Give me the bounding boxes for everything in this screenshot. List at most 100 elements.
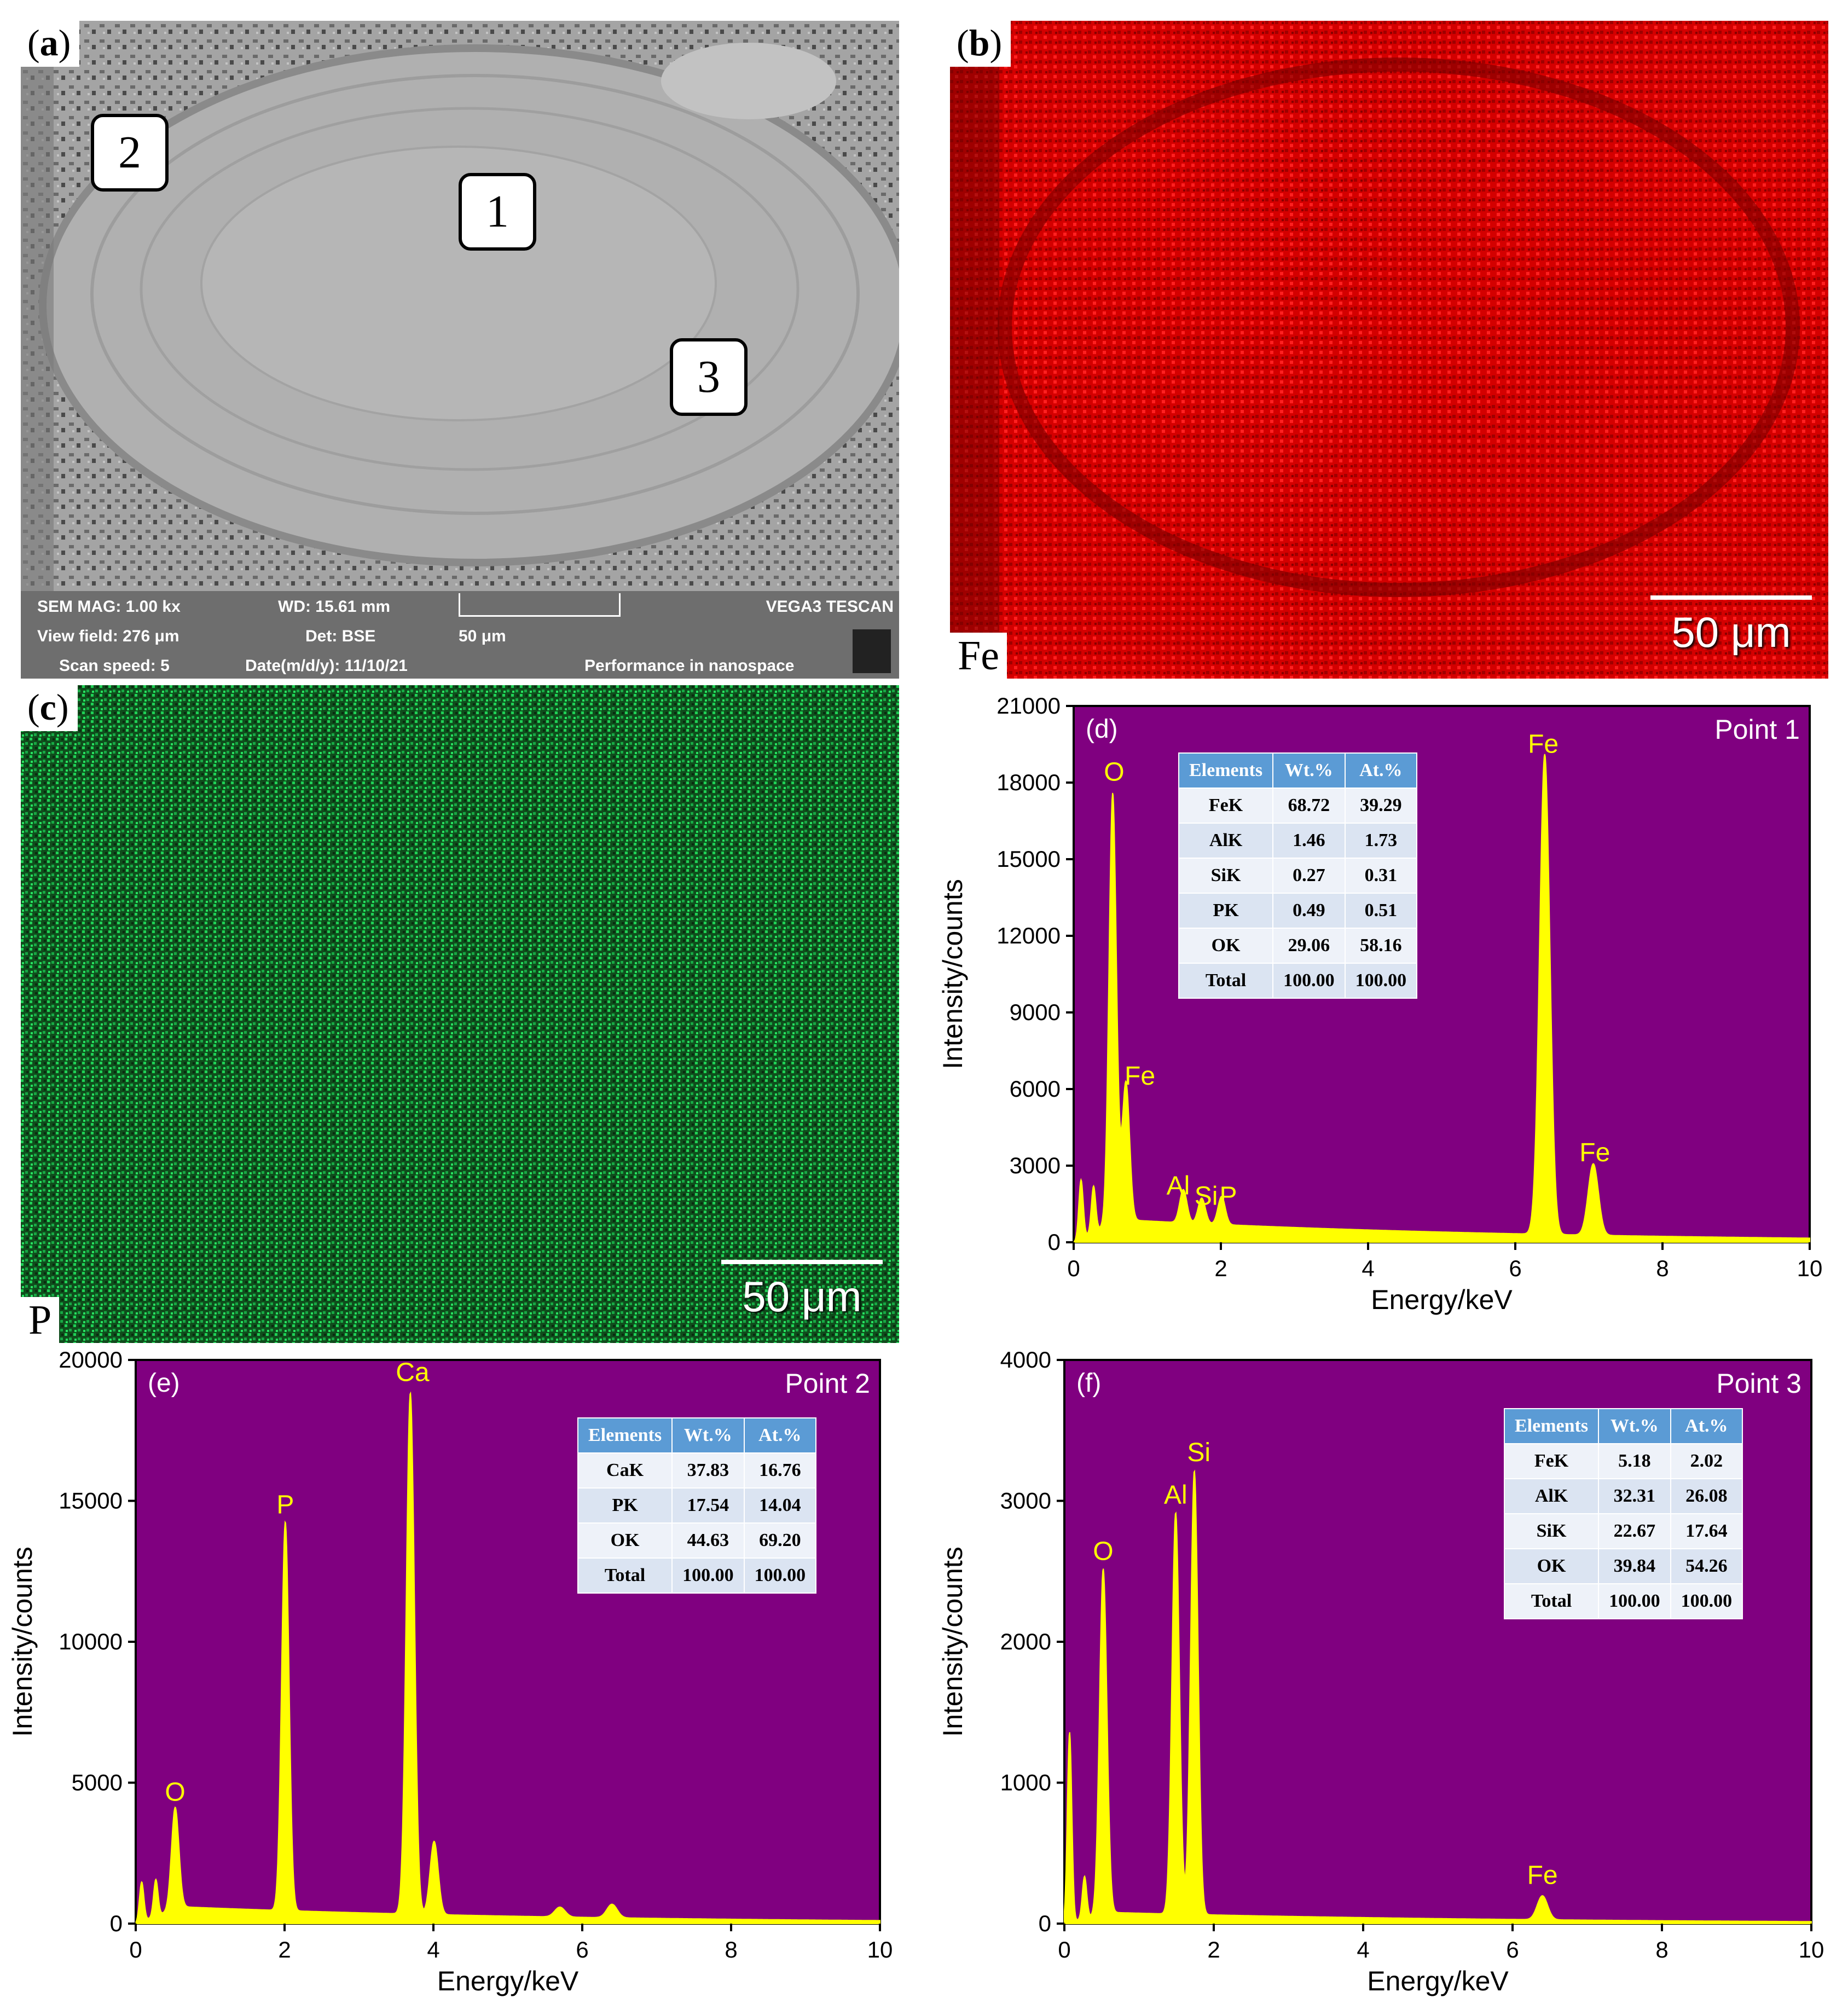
table-cell: 100.00	[743, 1557, 817, 1594]
y-tick-label: 12000	[997, 923, 1061, 948]
spectrum-series	[135, 1391, 880, 1924]
table-cell: 0.31	[1344, 858, 1418, 894]
peak-label: Fe	[1528, 729, 1559, 758]
peak-label: Al	[1164, 1480, 1187, 1509]
table-cell: 39.84	[1598, 1548, 1671, 1584]
table-header-row: Elements Wt.% At.%	[577, 1417, 817, 1454]
sem-scan-speed: Scan speed: 5	[59, 657, 170, 675]
y-tick-label: 3000	[1000, 1488, 1051, 1514]
table-cell: 14.04	[743, 1487, 817, 1524]
y-tick-label: 0	[1048, 1229, 1061, 1255]
y-tick-label: 18000	[997, 769, 1061, 795]
callout-point-2: 2	[91, 114, 169, 192]
table-cell: 37.83	[671, 1452, 745, 1489]
table-header-row: Elements Wt.% At.%	[1503, 1408, 1743, 1444]
table-cell: 16.76	[743, 1452, 817, 1489]
table-cell: 100.00	[1670, 1583, 1743, 1619]
table-cell: Total	[1503, 1583, 1600, 1619]
table-row: AlK 32.31 26.08	[1503, 1478, 1743, 1514]
table-cell: 1.46	[1272, 823, 1346, 859]
y-tick-label: 5000	[72, 1770, 123, 1796]
table-row: FeK 5.18 2.02	[1503, 1443, 1743, 1479]
x-tick-label: 6	[576, 1937, 588, 1962]
table-header-cell: Wt.%	[1598, 1408, 1671, 1444]
table-header-cell: Wt.%	[1272, 752, 1346, 789]
table-cell: CaK	[577, 1452, 673, 1489]
table-row: OK 44.63 69.20	[577, 1522, 817, 1559]
table-cell: 17.54	[671, 1487, 745, 1524]
y-axis-label: Intensity/counts	[937, 879, 968, 1069]
table-row: PK 17.54 14.04	[577, 1487, 817, 1524]
x-tick-label: 2	[1207, 1937, 1220, 1962]
sem-date: Date(m/d/y): 11/10/21	[245, 657, 408, 675]
table-cell: 0.27	[1272, 858, 1346, 894]
table-header-cell: Elements	[577, 1417, 673, 1454]
fe-elemental-map	[950, 21, 1828, 679]
peak-label: Ca	[396, 1358, 430, 1387]
y-tick-label: 15000	[59, 1488, 123, 1514]
x-axis-label: Energy/keV	[1367, 1966, 1509, 1996]
y-tick-label: 21000	[997, 693, 1061, 719]
x-axis-label: Energy/keV	[1371, 1284, 1513, 1315]
table-cell: FeK	[1178, 788, 1274, 824]
x-tick-label: 10	[867, 1937, 893, 1962]
fe-scale-bar: 50 μm	[1650, 595, 1812, 657]
peak-label: O	[165, 1778, 185, 1807]
table-cell: 100.00	[1344, 963, 1418, 999]
x-tick-label: 10	[1797, 1255, 1823, 1281]
table-row: OK 29.06 58.16	[1178, 928, 1418, 964]
spectrum-series	[1064, 1469, 1812, 1924]
y-tick-label: 4000	[1000, 1347, 1051, 1373]
table-cell: 5.18	[1598, 1443, 1671, 1479]
table-row: SiK 22.67 17.64	[1503, 1513, 1743, 1549]
sem-detector: Det: BSE	[305, 627, 376, 645]
p-elemental-map	[21, 685, 899, 1343]
table-cell: 100.00	[671, 1557, 745, 1594]
x-tick-label: 10	[1799, 1937, 1824, 1962]
table-cell: 0.49	[1272, 893, 1346, 929]
table-row: PK 0.49 0.51	[1178, 893, 1418, 929]
panel-label: (e)	[148, 1369, 180, 1398]
callout-point-1: 1	[459, 173, 536, 251]
table-cell: Total	[577, 1557, 673, 1594]
table-row: Total 100.00 100.00	[1503, 1583, 1743, 1619]
table-cell: OK	[577, 1522, 673, 1559]
point-label: Point 3	[1716, 1368, 1801, 1399]
composition-table-point-1: Elements Wt.% At.% FeK 68.72 39.29 AlK 1.46 1.73…	[1178, 752, 1418, 999]
x-tick-label: 2	[278, 1937, 291, 1962]
y-axis-label: Intensity/counts	[7, 1547, 38, 1736]
table-cell: SiK	[1178, 858, 1274, 894]
y-tick-label: 6000	[1010, 1076, 1061, 1102]
sem-micrograph	[21, 21, 899, 591]
y-tick-label: 0	[1039, 1910, 1051, 1936]
table-row: Total 100.00 100.00	[577, 1557, 817, 1594]
table-cell: 39.29	[1344, 788, 1418, 824]
x-tick-label: 0	[1058, 1937, 1070, 1962]
peak-label: P	[1219, 1182, 1237, 1211]
composition-table-point-2: Elements Wt.% At.% CaK 37.83 16.76 PK 17.54 14.0…	[577, 1417, 817, 1594]
sem-scale-ticks	[459, 593, 621, 617]
peak-label: P	[276, 1490, 294, 1519]
table-cell: 1.73	[1344, 823, 1418, 859]
sem-wd: WD: 15.61 mm	[278, 598, 391, 616]
y-tick-label: 2000	[1000, 1629, 1051, 1654]
table-header-cell: Elements	[1178, 752, 1274, 789]
panel-label: (f)	[1076, 1369, 1101, 1398]
table-cell: 26.08	[1670, 1478, 1743, 1514]
y-tick-label: 10000	[59, 1629, 123, 1654]
spectrum-series	[1073, 754, 1810, 1243]
x-tick-label: 0	[1067, 1255, 1080, 1281]
table-cell: 32.31	[1598, 1478, 1671, 1514]
table-cell: AlK	[1503, 1478, 1600, 1514]
table-cell: 2.02	[1670, 1443, 1743, 1479]
x-tick-label: 4	[1362, 1255, 1374, 1281]
y-tick-label: 20000	[59, 1347, 123, 1373]
point-label: Point 1	[1714, 714, 1800, 745]
table-cell: PK	[1178, 893, 1274, 929]
table-row: Total 100.00 100.00	[1178, 963, 1418, 999]
peak-label: Fe	[1125, 1062, 1155, 1091]
panel-label: (d)	[1086, 715, 1118, 744]
sem-view-field: View field: 276 μm	[37, 627, 179, 645]
table-cell: SiK	[1503, 1513, 1600, 1549]
x-tick-label: 2	[1214, 1255, 1227, 1281]
